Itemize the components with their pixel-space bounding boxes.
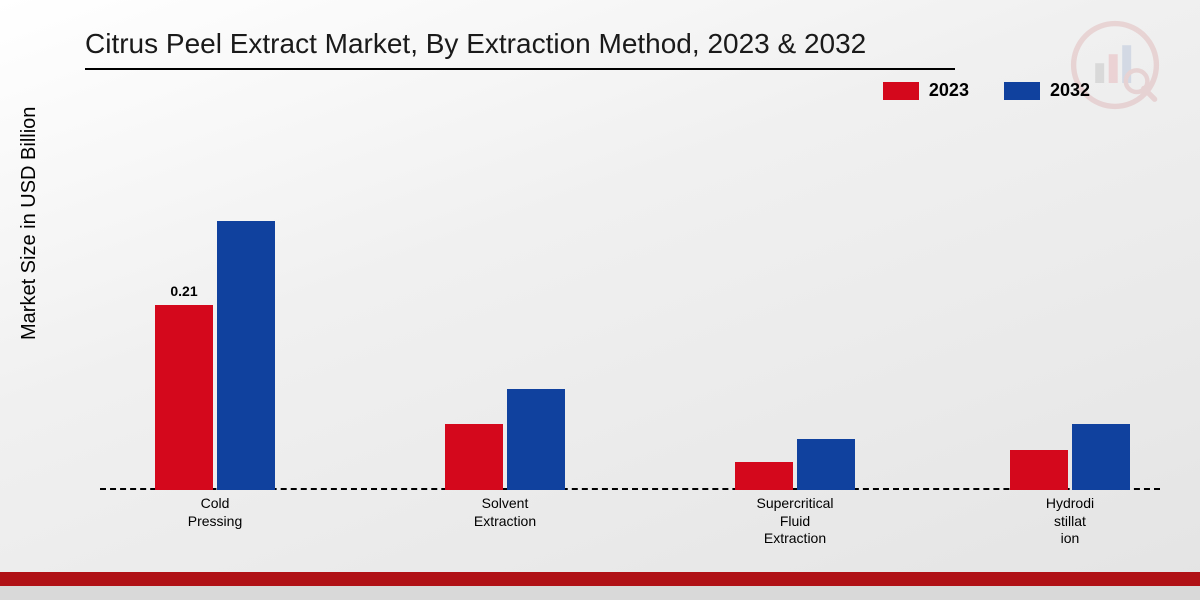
bar-group bbox=[1010, 424, 1130, 490]
bar bbox=[507, 389, 565, 490]
legend-item-2023: 2023 bbox=[883, 80, 969, 101]
bar bbox=[1072, 424, 1130, 490]
bar bbox=[735, 462, 793, 490]
legend-swatch-2023 bbox=[883, 82, 919, 100]
bar-group bbox=[735, 439, 855, 490]
footer-bar-red bbox=[0, 572, 1200, 586]
bar-value-label: 0.21 bbox=[170, 283, 197, 299]
bar bbox=[1010, 450, 1068, 490]
bar-group: 0.21 bbox=[155, 221, 275, 490]
legend: 2023 2032 bbox=[883, 80, 1090, 101]
bar bbox=[797, 439, 855, 490]
x-tick-label: Hydrodistillation bbox=[1046, 495, 1094, 548]
x-axis-labels: ColdPressing SolventExtraction Supercritic… bbox=[100, 495, 1160, 555]
bar: 0.21 bbox=[155, 305, 213, 490]
bar bbox=[445, 424, 503, 490]
chart-title: Citrus Peel Extract Market, By Extractio… bbox=[85, 28, 866, 60]
x-tick-label: SolventExtraction bbox=[474, 495, 536, 530]
title-underline bbox=[85, 68, 955, 70]
plot-area: 0.21 bbox=[100, 120, 1160, 490]
footer-bar-grey bbox=[0, 586, 1200, 600]
x-tick-label: SupercriticalFluidExtraction bbox=[756, 495, 833, 548]
bar bbox=[217, 221, 275, 490]
legend-label-2023: 2023 bbox=[929, 80, 969, 101]
y-axis-label: Market Size in USD Billion bbox=[18, 107, 41, 340]
bar-group bbox=[445, 389, 565, 490]
legend-swatch-2032 bbox=[1004, 82, 1040, 100]
x-tick-label: ColdPressing bbox=[188, 495, 242, 530]
legend-item-2032: 2032 bbox=[1004, 80, 1090, 101]
legend-label-2032: 2032 bbox=[1050, 80, 1090, 101]
